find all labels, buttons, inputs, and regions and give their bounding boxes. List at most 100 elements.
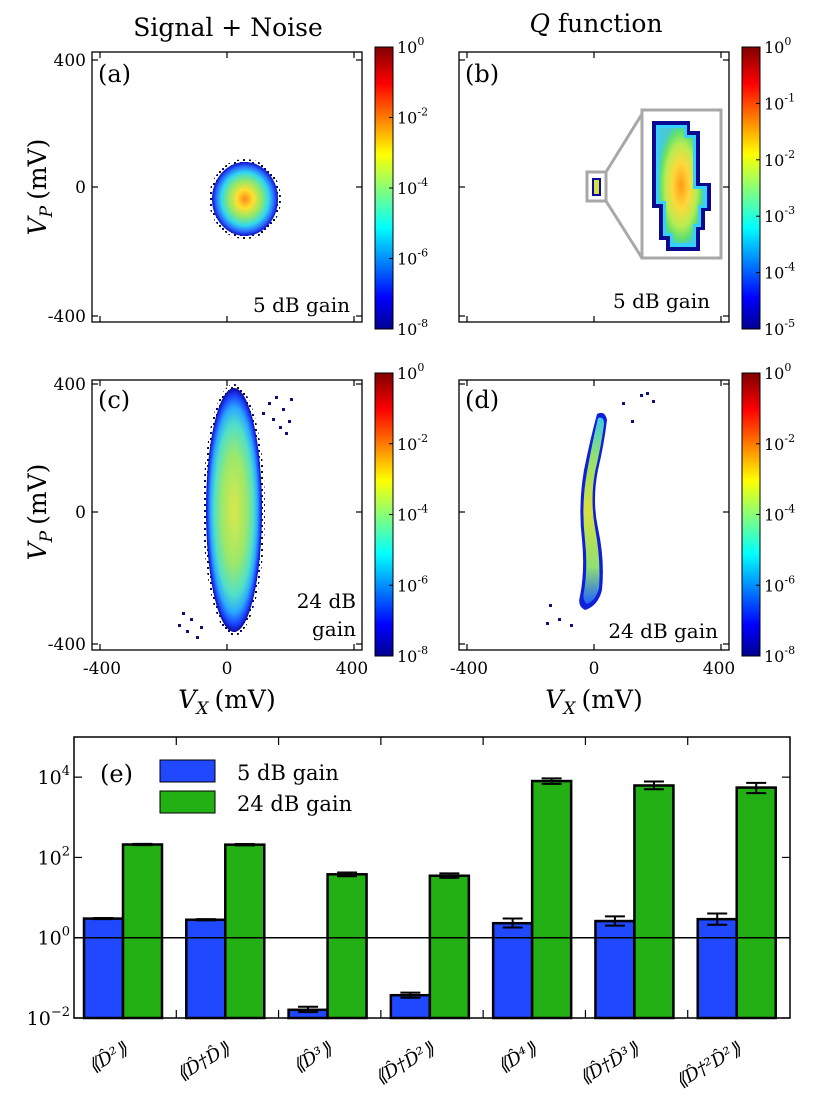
panel-c-ytick-400: 400 xyxy=(54,375,86,395)
panel-c-xtick-400: 400 xyxy=(336,659,368,679)
panel-e-legend: 5 dB gain 24 dB gain xyxy=(159,759,352,816)
colorbar-tick-label: 10-4 xyxy=(397,176,428,198)
panel-a-label: (a) xyxy=(98,60,131,88)
panel-b-colorbar xyxy=(741,46,761,330)
colorbar-tick-label: 10-2 xyxy=(764,432,795,454)
panel-e-bars xyxy=(82,777,777,1020)
colorbar-tick-label: 10-8 xyxy=(397,644,428,666)
panel-a-distribution xyxy=(212,162,278,236)
panel-b: (b) 5 dB gain 100 10-1 10-2 10-3 10-4 10-5 xyxy=(458,35,795,339)
x-category-label: ⟪D̂³⟫ xyxy=(289,1037,336,1077)
colorbar-tick-label: 10-4 xyxy=(764,261,795,283)
y-tick-label: 10−2 xyxy=(27,1005,70,1030)
legend-label-24db: 24 dB gain xyxy=(237,792,352,816)
panel-b-ticks xyxy=(459,52,729,322)
error-bar xyxy=(439,872,460,879)
panel-c-ytick-0: 0 xyxy=(75,503,86,523)
y-tick-label: 100 xyxy=(38,925,70,950)
panel-d-s-curve-edge xyxy=(579,412,607,610)
vx-axis-label-right: VX (mV) xyxy=(545,685,642,719)
x-category-label: ⟪D̂†D̂²⟫ xyxy=(371,1037,439,1089)
bar-24db-1 xyxy=(121,843,164,1020)
error-bar xyxy=(132,842,153,847)
panel-e-label: (e) xyxy=(100,760,133,788)
panel-a-ytick-0: 0 xyxy=(75,178,86,198)
bar-24db-2 xyxy=(224,843,266,1020)
panel-d-xtick-400: 400 xyxy=(703,659,735,679)
colorbar-tick-label: 10-8 xyxy=(397,317,428,339)
legend-label-5db: 5 dB gain xyxy=(237,761,339,785)
legend-swatch-5db xyxy=(159,759,216,783)
panel-b-zoom-line-bottom xyxy=(604,200,644,259)
panel-b-zoom-line-top xyxy=(604,113,644,173)
panel-e-y-ticks: 10−2 100 102 104 xyxy=(27,764,790,1030)
panel-e-x-labels: ⟪D̂²⟫ ⟪D̂†D̂⟫ ⟪D̂³⟫ ⟪D̂†D̂²⟫ ⟪D̂⁴⟫ ⟪D̂†D̂³⟫ ⟪D… xyxy=(84,1037,745,1092)
error-bar xyxy=(234,843,255,847)
colorbar-tick-label: 10-2 xyxy=(397,432,428,454)
panel-c-distribution xyxy=(206,388,262,632)
panel-c-xtick-neg400: -400 xyxy=(83,659,121,679)
panel-d-label: (d) xyxy=(465,386,499,414)
panel-d-xtick-0: 0 xyxy=(589,659,600,679)
x-category-label: ⟪D̂†D̂⟫ xyxy=(173,1037,234,1085)
panel-a-ytick-400: 400 xyxy=(54,51,86,71)
panel-e-category-ticks xyxy=(175,737,689,1018)
panel-a-ytick-neg400: -400 xyxy=(48,307,86,327)
error-bar xyxy=(604,915,625,927)
error-bar xyxy=(195,918,216,922)
legend-swatch-24db xyxy=(159,790,216,814)
panel-d: (d) 24 dB gain -400 0 400 100 10-2 10-4 10-… xyxy=(450,361,795,679)
panel-a-ticks xyxy=(92,52,362,322)
panel-d-gain: 24 dB gain xyxy=(608,619,718,643)
bar-24db-3 xyxy=(326,873,368,1020)
panel-c-ticks xyxy=(92,380,362,650)
colorbar-tick-label: 10-2 xyxy=(397,106,428,128)
panel-b-gain: 5 dB gain xyxy=(613,289,710,313)
panel-c-xtick-0: 0 xyxy=(222,659,233,679)
colorbar-tick-label: 100 xyxy=(397,361,424,383)
panel-c-scatter xyxy=(178,396,293,639)
colorbar-tick-label: 10-4 xyxy=(397,503,428,525)
bar-5db-2 xyxy=(185,918,227,1020)
panel-b-inset-blob xyxy=(659,128,703,243)
colorbar-tick-label: 10-1 xyxy=(764,91,795,113)
colorbar-tick-label: 10-4 xyxy=(764,503,795,525)
y-tick-label: 104 xyxy=(38,764,70,789)
x-category-label: ⟪D̂⁴⟫ xyxy=(494,1037,541,1077)
error-bar xyxy=(643,780,664,791)
colorbar-tick-label: 10-6 xyxy=(397,573,428,595)
panel-e-bar-chart: (e) 10−2 100 102 104 5 dB gain 24 dB gain ⟪… xyxy=(27,736,791,1092)
title-left: Signal + Noise xyxy=(133,13,323,42)
error-bar xyxy=(400,991,421,999)
error-bar xyxy=(707,912,728,926)
panel-c-gain-line2: gain xyxy=(312,617,356,641)
bar-5db-7 xyxy=(696,917,738,1020)
panel-d-xtick-neg400: -400 xyxy=(450,659,488,679)
colorbar-tick-label: 100 xyxy=(764,361,791,383)
panel-a: (a) 5 dB gain 400 0 -400 100 10-2 10-4 10-6… xyxy=(48,35,428,339)
panel-b-zoom-box xyxy=(585,170,608,203)
panel-c-gain-line1: 24 dB xyxy=(297,589,356,613)
y-tick-label: 102 xyxy=(38,844,70,869)
vp-axis-label-bottom: VP(mV) xyxy=(23,464,57,561)
panel-c: (c) 24 dB gain 400 0 -400 -400 0 400 100… xyxy=(48,361,428,679)
panel-c-label: (c) xyxy=(98,386,130,414)
colorbar-tick-label: 10-6 xyxy=(764,573,795,595)
bar-5db-1 xyxy=(82,917,125,1020)
x-category-label: ⟪D̂†D̂³⟫ xyxy=(576,1037,644,1089)
panel-c-ytick-neg400: -400 xyxy=(48,635,86,655)
panel-d-scatter xyxy=(546,392,655,627)
colorbar-tick-label: 10-6 xyxy=(397,247,428,269)
error-bar xyxy=(541,777,562,785)
error-bar xyxy=(502,917,523,929)
bar-24db-6 xyxy=(633,784,675,1020)
x-category-label: ⟪D̂†²D̂²⟫ xyxy=(672,1037,746,1092)
bar-24db-7 xyxy=(735,786,777,1020)
error-bar xyxy=(746,781,767,795)
colorbar-tick-label: 100 xyxy=(764,35,791,57)
colorbar-tick-label: 10-3 xyxy=(764,204,795,226)
colorbar-tick-label: 100 xyxy=(397,35,424,57)
bar-24db-5 xyxy=(530,779,573,1020)
bar-5db-6 xyxy=(594,919,636,1020)
